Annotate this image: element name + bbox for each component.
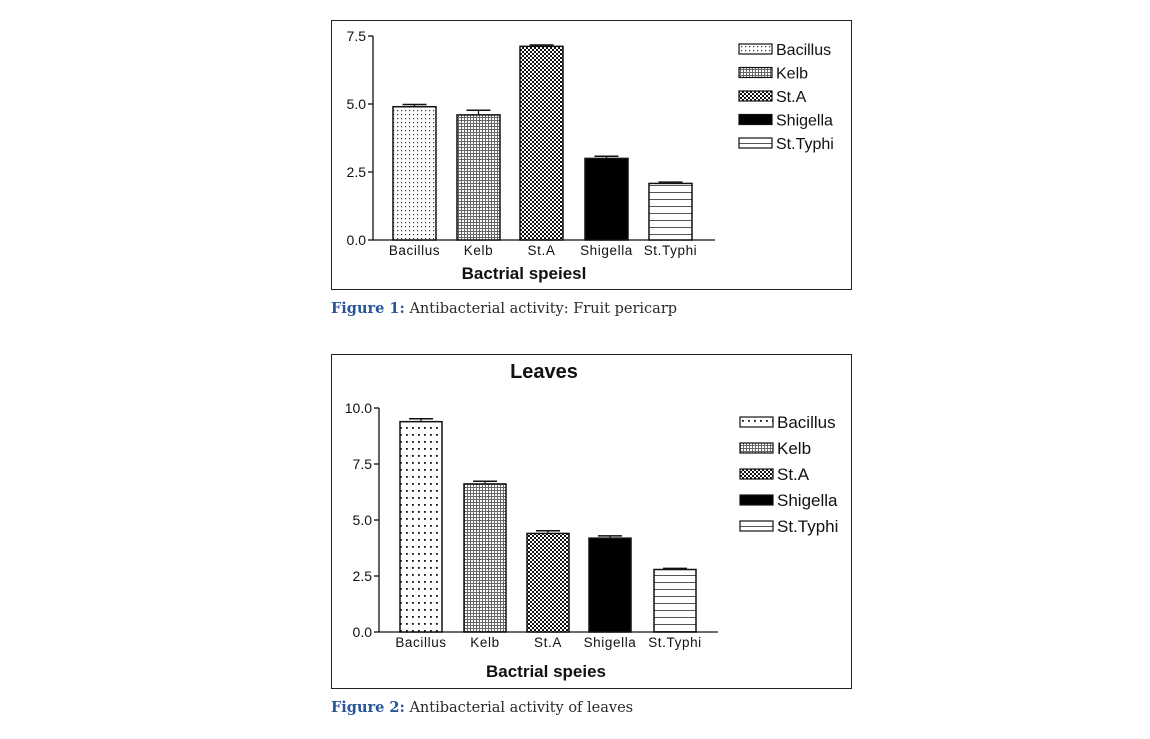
- y-tick-label: 7.5: [353, 456, 373, 472]
- chart-leaves: Leaves 0.0 2.5 5.0 7.5 10.0 Bacillus Kelb St.A Sh…: [345, 361, 839, 681]
- y-tick-label: 2.5: [353, 568, 373, 584]
- figure-1-label: Figure 1:: [331, 300, 405, 317]
- figure-2-frame: Leaves 0.0 2.5 5.0 7.5 10.0 Bacillus Kelb St.A Sh…: [331, 354, 852, 689]
- legend-swatch: [738, 66, 773, 79]
- bar-shigella: [584, 157, 629, 241]
- bar-shigella: [588, 537, 632, 633]
- y-tick-label: 7.5: [347, 28, 367, 44]
- legend-swatch: [738, 43, 773, 55]
- legend-label: St.A: [776, 89, 807, 106]
- bar-sttyphi: [653, 568, 697, 633]
- legend-swatch: [739, 494, 774, 506]
- figure-2-label: Figure 2:: [331, 699, 405, 716]
- figure-1-caption: Figure 1: Antibacterial activity: Fruit …: [331, 300, 677, 317]
- legend-label: Kelb: [776, 66, 808, 83]
- legend-label: Shigella: [776, 113, 833, 130]
- bar-kelb: [463, 483, 507, 633]
- legend-swatch: [738, 137, 773, 149]
- y-tick-label: 10.0: [345, 400, 372, 416]
- bar-bacillus: [399, 420, 443, 633]
- chart-title: Leaves: [510, 361, 578, 383]
- x-tick-label: Shigella: [580, 243, 633, 258]
- chart-fruit-pericarp: 0.0 2.5 5.0 7.5 Bacillus Kelb St.A Shigella St.T…: [347, 28, 834, 283]
- figure-2-caption-text: Antibacterial activity of leaves: [404, 700, 634, 716]
- legend-label: St.Typhi: [776, 136, 834, 153]
- x-tick-label: Bacillus: [389, 243, 440, 258]
- x-tick-label: Kelb: [464, 243, 493, 258]
- x-tick-label: St.Typhi: [648, 635, 702, 650]
- x-axis-label: Bactrial speies: [486, 662, 606, 681]
- legend-label: Bacillus: [776, 42, 831, 59]
- figure-1-frame: 0.0 2.5 5.0 7.5 Bacillus Kelb St.A Shigella St.T…: [331, 20, 852, 290]
- bar-sta: [526, 532, 570, 633]
- legend-label: Bacillus: [777, 413, 836, 432]
- legend-swatch: [738, 90, 773, 102]
- bar-bacillus: [392, 105, 437, 241]
- legend-swatch: [739, 416, 774, 428]
- y-tick-label: 0.0: [347, 232, 367, 248]
- x-axis-label: Bactrial speiesl: [462, 264, 587, 283]
- legend-label: St.Typhi: [777, 517, 838, 536]
- y-tick-label: 5.0: [353, 512, 373, 528]
- figure-2-caption: Figure 2: Antibacterial activity of leav…: [331, 699, 633, 716]
- x-tick-label: St.A: [528, 243, 556, 258]
- bar-sttyphi: [648, 182, 693, 241]
- legend-swatch: [739, 520, 774, 532]
- bar-sta: [519, 45, 564, 241]
- y-tick-label: 2.5: [347, 164, 367, 180]
- figure-1-caption-text: Antibacterial activity: Fruit pericarp: [404, 301, 678, 317]
- x-tick-label: Shigella: [584, 635, 637, 650]
- bar-kelb: [456, 114, 501, 241]
- legend-swatch: [739, 468, 774, 480]
- y-tick-label: 5.0: [347, 96, 367, 112]
- legend-label: Shigella: [777, 491, 838, 510]
- x-tick-label: Kelb: [470, 635, 499, 650]
- x-tick-label: St.Typhi: [644, 243, 698, 258]
- y-tick-label: 0.0: [353, 624, 373, 640]
- x-tick-label: Bacillus: [395, 635, 446, 650]
- x-tick-label: St.A: [534, 635, 562, 650]
- legend-label: Kelb: [777, 439, 811, 458]
- legend-swatch: [738, 113, 773, 126]
- legend-swatch: [739, 442, 774, 454]
- legend-label: St.A: [777, 465, 810, 484]
